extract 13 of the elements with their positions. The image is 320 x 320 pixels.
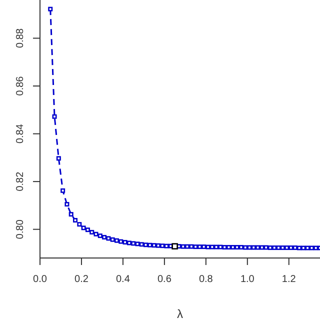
x-tick-label: 0.8 [198, 274, 214, 286]
x-tick-label: 1.2 [282, 274, 296, 286]
x-tick-label: 0.4 [116, 274, 130, 286]
x-tick-label: 0.0 [33, 274, 48, 286]
y-tick-label: 0.86 [15, 76, 26, 96]
y-tick-label: 0.80 [15, 219, 26, 240]
y-tick-label: 0.84 [15, 124, 26, 144]
x-tick-label: 1.0 [240, 274, 255, 286]
x-tick-label: 0.2 [74, 274, 89, 286]
y-tick-label: 0.82 [15, 171, 26, 192]
x-tick-label: 0.6 [157, 274, 172, 286]
x-axis-title: λ [177, 307, 183, 320]
y-tick-label: 0.88 [15, 28, 26, 48]
